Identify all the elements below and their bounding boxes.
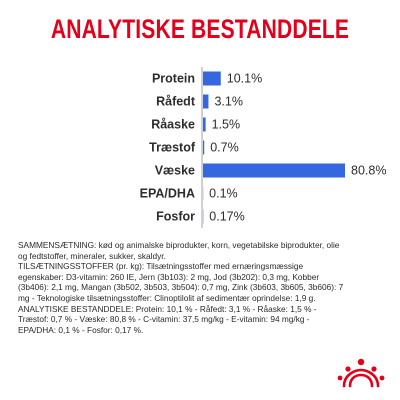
page-title: ANALYTISKE BESTANDDELE — [50, 14, 350, 44]
value-label-v-ske: 80.8% — [351, 164, 386, 178]
value-label-epa-dha: 0.1% — [209, 187, 238, 201]
tilsaetning-paragraph: TILSÆTNINGSSTOFFER (pr. kg): Tilsætnings… — [18, 261, 348, 303]
analytiske-label: ANALYTISKE BESTANDDELE: — [18, 303, 134, 314]
value-label-r-fedt: 3.1% — [214, 95, 243, 109]
value-label-protein: 10.1% — [227, 72, 262, 86]
composition-text: SAMMENSÆTNING: kød og animalske biproduk… — [18, 240, 348, 335]
category-label-r-aske: Råaske — [151, 118, 195, 132]
category-label-epa-dha: EPA/DHA — [140, 187, 195, 201]
analytiske-paragraph: ANALYTISKE BESTANDDELE: Protein: 10,1 % … — [18, 304, 348, 336]
sammensaetning-label: SAMMENSÆTNING: — [18, 240, 97, 250]
bar-r-fedt — [203, 94, 209, 109]
royal-canin-crown-icon — [337, 358, 385, 388]
bar-tr-stof — [203, 140, 205, 155]
analysis-bar-chart: Protein 10.1% Råfedt 3.1% Råaske 1.5% Træstof 0… — [140, 67, 386, 228]
tilsaetning-text: (pr. kg): Tilsætningsstoffer med ernærin… — [18, 261, 344, 303]
category-label-v-ske: Væske — [155, 164, 195, 178]
category-label-tr-stof: Træstof — [149, 141, 196, 155]
analytiske-text: Protein: 10,1 % - Råfedt: 3,1 % - Råaske… — [18, 303, 317, 335]
category-label-fosfor: Fosfor — [156, 210, 195, 224]
category-label-r-fedt: Råfedt — [156, 95, 196, 109]
bar-r-aske — [203, 117, 206, 132]
sammensaetning-text: kød og animalske biprodukter, korn, vege… — [18, 240, 340, 261]
sammensaetning-paragraph: SAMMENSÆTNING: kød og animalske biproduk… — [18, 240, 348, 261]
value-label-fosfor: 0.17% — [209, 210, 244, 224]
category-label-protein: Protein — [152, 72, 195, 86]
value-label-r-aske: 1.5% — [212, 118, 241, 132]
tilsaetning-label: TILSÆTNINGSSTOFFER — [18, 261, 114, 272]
bar-protein — [203, 71, 221, 86]
value-label-tr-stof: 0.7% — [210, 141, 239, 155]
bar-v-ske — [203, 163, 345, 178]
